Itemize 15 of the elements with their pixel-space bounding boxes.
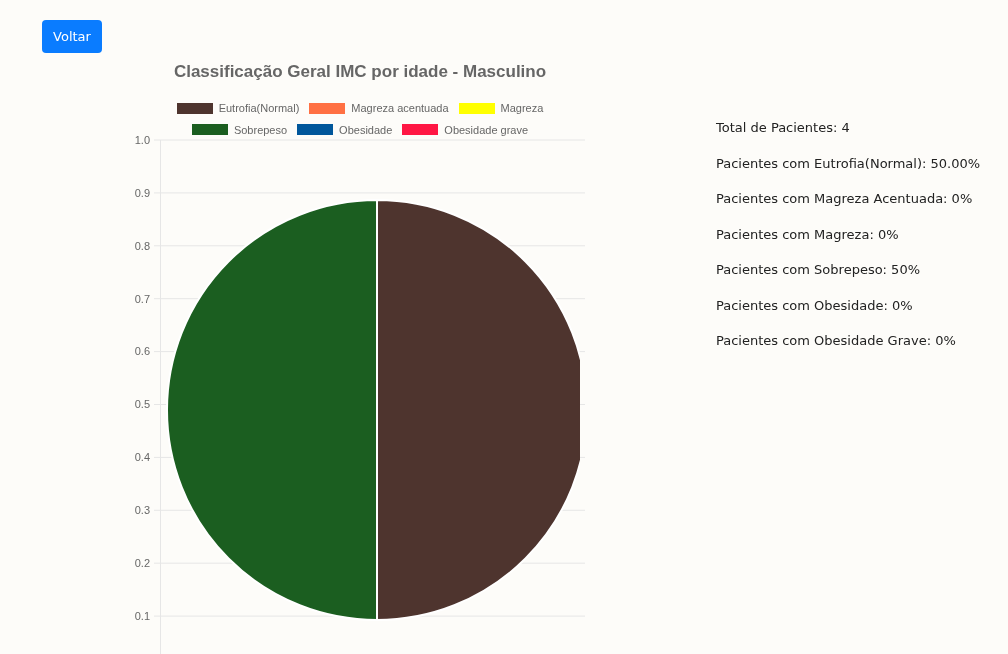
text: Pacientes com Magreza: 0% <box>716 226 900 244</box>
legend-label: Obesidade <box>339 122 393 138</box>
text: Voltar <box>42 20 102 53</box>
text: Total de Pacientes: 4 <box>716 120 851 137</box>
text: Pacientes com Magreza Acentuada: 0% <box>716 191 974 208</box>
legend-label: Magreza acentuada <box>351 101 449 116</box>
legend-label: Eutrofia(Normal) <box>218 101 300 116</box>
legend-label: Sobrepeso <box>233 122 288 138</box>
legend-label: Magreza <box>500 101 544 116</box>
chart-title: Classificação Geral IMC por idade - Masculino <box>172 62 548 82</box>
text: Pacientes com Obesidade: 0% <box>716 297 914 315</box>
text: Pacientes com Obesidade Grave: 0% <box>716 333 957 350</box>
text: Pacientes com Eutrofia(Normal): 50.00% <box>716 155 981 173</box>
legend-label: Obesidade grave <box>444 122 529 138</box>
text: Pacientes com Sobrepeso: 50% <box>716 262 921 279</box>
